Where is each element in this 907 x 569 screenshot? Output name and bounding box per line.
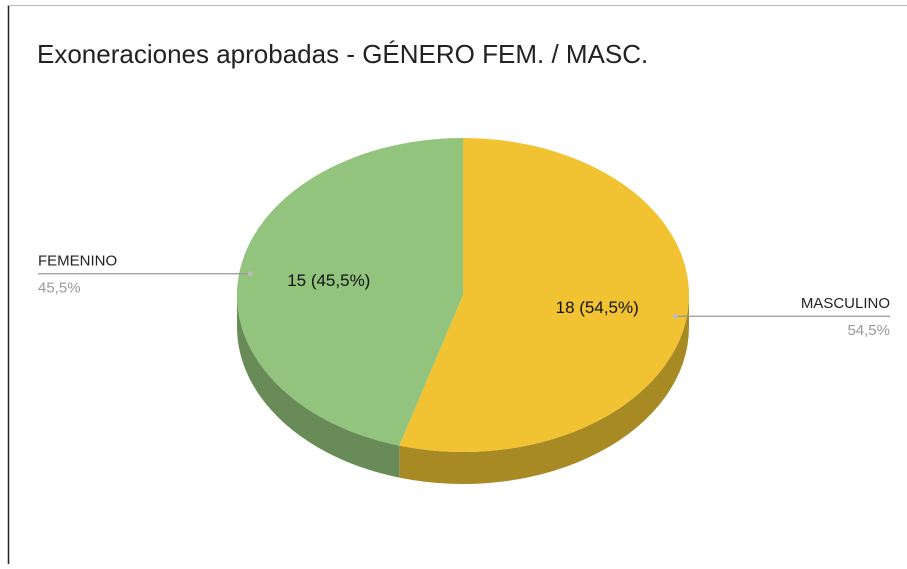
data-label: 18 (54,5%): [556, 298, 639, 317]
pie-slice: [236, 138, 463, 446]
legend-label: FEMENINO: [38, 253, 117, 270]
percent-label: 54,5%: [847, 322, 890, 339]
chart-title: Exoneraciones aprobadas - GÉNERO FEM. / …: [37, 39, 648, 69]
pie-side: [237, 295, 400, 478]
leader-dot: [673, 313, 679, 319]
pie-slice: [399, 138, 689, 452]
percent-label: 45,5%: [38, 280, 81, 297]
pie-side: [399, 295, 689, 485]
data-label: 15 (45,5%): [287, 271, 370, 290]
legend-label: MASCULINO: [801, 295, 890, 312]
leader-dot: [247, 271, 253, 277]
